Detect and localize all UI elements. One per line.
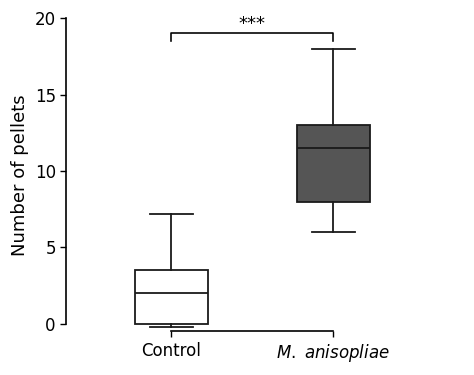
Bar [135,270,208,324]
Y-axis label: Number of pellets: Number of pellets [11,94,29,256]
Bar [297,125,370,201]
Text: ***: *** [239,15,266,33]
